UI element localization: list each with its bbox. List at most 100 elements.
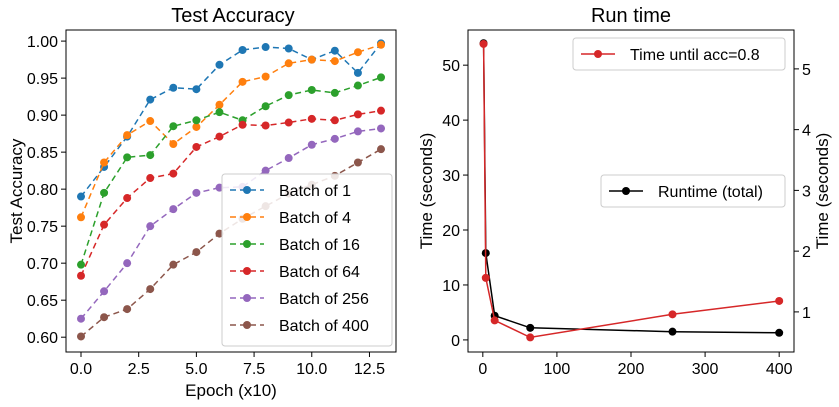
accuracy-legend-marker	[243, 213, 251, 221]
accuracy-legend-label: Batch of 1	[279, 183, 351, 200]
runtime-left-y-tick-label: 40	[442, 113, 460, 130]
accuracy-data-point	[215, 100, 224, 109]
accuracy-data-point	[353, 81, 362, 90]
runtime-x-tick-label: 400	[766, 361, 793, 378]
accuracy-data-point	[238, 77, 247, 86]
accuracy-legend-marker	[243, 186, 251, 194]
accuracy-data-point	[377, 124, 385, 133]
accuracy-data-point	[353, 68, 362, 77]
accuracy-y-tick-label: 0.85	[27, 145, 58, 162]
runtime-legend-box	[600, 174, 786, 208]
accuracy-legend-label: Batch of 4	[279, 210, 351, 227]
accuracy-data-point	[77, 314, 85, 323]
runtime-data-point	[775, 328, 784, 337]
accuracy-y-tick-label: 0.90	[27, 108, 58, 125]
accuracy-data-point	[307, 114, 316, 123]
accuracy-plot-frame	[65, 29, 397, 353]
accuracy-data-point	[192, 116, 201, 125]
accuracy-x-tick-label: 7.5	[243, 361, 265, 378]
runtime-left-y-tick-label: 10	[442, 278, 460, 295]
accuracy-data-point	[123, 305, 132, 314]
runtime-data-point	[526, 323, 535, 332]
runtime-legend: Runtime (total)	[600, 174, 786, 208]
accuracy-data-point	[100, 188, 109, 197]
accuracy-data-point	[284, 59, 293, 68]
accuracy-legend-label: Batch of 400	[279, 318, 369, 335]
runtime-right-y-tick-label: 4	[802, 123, 811, 140]
acc-time-legend: Time until acc=0.8	[572, 37, 786, 71]
accuracy-data-point	[77, 332, 85, 341]
acc-time-data-point	[490, 316, 499, 325]
accuracy-data-point	[215, 229, 224, 238]
accuracy-data-point	[123, 194, 132, 203]
accuracy-data-point	[215, 183, 224, 192]
accuracy-legend: Batch of 1 Batch of 4 Batch of 16 Batch of …	[221, 173, 393, 347]
accuracy-legend-marker	[243, 294, 251, 302]
accuracy-data-point	[77, 271, 85, 280]
runtime-x-tick-label: 100	[544, 361, 571, 378]
accuracy-data-point	[284, 118, 293, 127]
accuracy-data-point	[307, 140, 316, 149]
accuracy-data-point	[123, 131, 132, 140]
accuracy-data-point	[123, 259, 132, 268]
accuracy-data-point	[330, 88, 339, 97]
accuracy-data-point	[192, 188, 201, 197]
runtime-x-tick-label: 300	[692, 361, 719, 378]
accuracy-x-tick-label: 5.0	[185, 361, 207, 378]
accuracy-data-point	[284, 154, 293, 163]
accuracy-data-point	[169, 139, 178, 148]
runtime-left-y-tick-label: 30	[442, 168, 460, 185]
accuracy-chart-title: Test Accuracy	[171, 5, 294, 27]
runtime-data-point	[668, 327, 677, 336]
accuracy-y-axis-label: Test Accuracy	[7, 138, 26, 243]
accuracy-data-point	[192, 142, 201, 151]
accuracy-data-point	[146, 151, 155, 160]
accuracy-data-point	[146, 174, 155, 183]
runtime-left-y-tick-label: 50	[442, 58, 460, 75]
accuracy-data-point	[377, 73, 385, 82]
accuracy-legend-marker	[243, 267, 251, 275]
accuracy-data-point	[353, 48, 362, 57]
acc-time-data-point	[481, 273, 490, 282]
accuracy-data-point	[100, 220, 109, 229]
acc-time-legend-marker	[594, 50, 602, 58]
runtime-right-y-axis-label: Time (seconds)	[813, 133, 832, 250]
accuracy-legend-label: Batch of 16	[279, 237, 360, 254]
accuracy-data-point	[192, 85, 201, 94]
accuracy-data-point	[146, 95, 155, 104]
accuracy-y-tick-label: 0.65	[27, 293, 58, 310]
acc-time-data-point	[775, 296, 784, 305]
runtime-x-tick-label: 200	[618, 361, 645, 378]
accuracy-data-point	[192, 248, 201, 257]
accuracy-data-point	[215, 108, 224, 117]
accuracy-y-tick-label: 0.70	[27, 256, 58, 273]
accuracy-data-point	[169, 83, 178, 92]
accuracy-data-point	[377, 40, 385, 49]
accuracy-data-point	[100, 313, 109, 322]
accuracy-y-tick-label: 0.95	[27, 71, 58, 88]
accuracy-x-axis-label: Epoch (x10)	[185, 381, 277, 400]
accuracy-legend-marker	[243, 321, 251, 329]
accuracy-data-point	[330, 134, 339, 143]
acc-time-data-point	[526, 333, 535, 342]
accuracy-data-point	[123, 153, 132, 162]
accuracy-data-point	[284, 44, 293, 53]
accuracy-y-tick-label: 0.60	[27, 330, 58, 347]
accuracy-data-point	[353, 110, 362, 119]
runtime-legend-label: Runtime (total)	[658, 184, 763, 201]
accuracy-data-point	[353, 158, 362, 167]
accuracy-data-point	[146, 285, 155, 294]
accuracy-data-point	[169, 169, 178, 178]
runtime-left-y-tick-label: 0	[451, 333, 460, 350]
accuracy-data-point	[169, 260, 178, 269]
accuracy-data-point	[330, 116, 339, 125]
accuracy-data-point	[238, 120, 247, 129]
accuracy-data-point	[261, 121, 270, 130]
accuracy-legend-box	[221, 173, 393, 347]
accuracy-data-point	[261, 43, 270, 52]
accuracy-data-point	[307, 85, 316, 94]
runtime-right-y-tick-label: 3	[802, 183, 811, 200]
accuracy-series-line	[80, 42, 382, 198]
accuracy-data-point	[353, 127, 362, 136]
accuracy-data-point	[377, 106, 385, 115]
